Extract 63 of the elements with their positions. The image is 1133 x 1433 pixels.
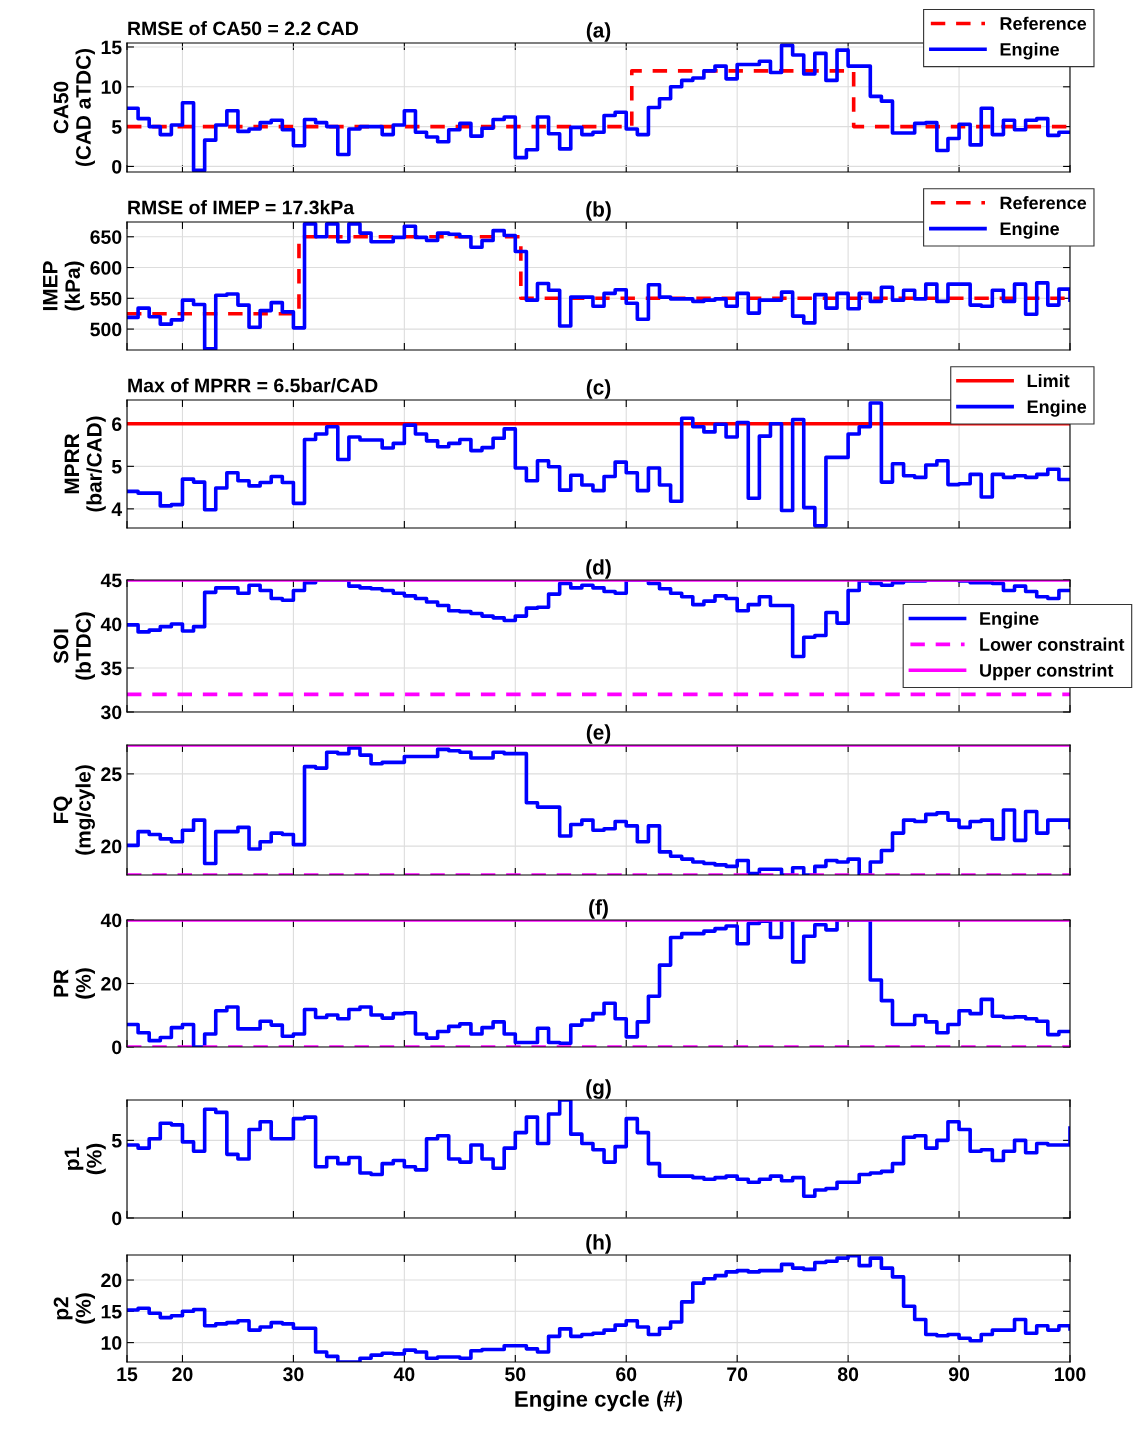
chart-title: (f) — [589, 899, 608, 919]
y-tick-label: 40 — [100, 913, 122, 928]
y-tick-label: 30 — [100, 705, 122, 720]
y-axis-title: CA50 (CAD aTDC) — [53, 48, 95, 167]
text: RMSE of CA50 = 2.2 CAD — [128, 21, 358, 36]
y-axis-title: SOI (bTDC) — [53, 612, 95, 680]
y-tick-label: 10 — [101, 1336, 122, 1350]
y-tick-label: 500 — [90, 322, 122, 337]
y-tick-label: 40 — [100, 617, 122, 632]
y-tick-label: 10 — [101, 80, 122, 95]
y-tick-label: 5 — [111, 120, 122, 134]
y-axis-title: MPRR (bar/CAD) — [64, 416, 106, 512]
chart-title: (b) — [586, 201, 611, 221]
text: RMSE of IMEP = 17.3kPa — [128, 200, 355, 215]
y-axis-title: p2 (%) — [53, 1293, 95, 1324]
y-tick-label: 5 — [111, 460, 122, 474]
x-tick-label: 80 — [837, 1367, 859, 1382]
y-tick-label: 25 — [101, 767, 122, 782]
y-tick-label: 15 — [101, 1304, 122, 1319]
y-axis-title: PR (%) — [53, 968, 95, 999]
x-tick-label: 100 — [1055, 1367, 1086, 1382]
y-tick-label: 6 — [112, 417, 122, 432]
y-tick-label: 600 — [90, 261, 122, 275]
x-tick-label: 70 — [727, 1367, 748, 1382]
legend-label: Lower constraint — [980, 637, 1125, 651]
legend-label: Engine — [980, 611, 1039, 629]
x-tick-label: 20 — [172, 1367, 193, 1382]
y-tick-label: 650 — [90, 230, 122, 245]
legend-label: Limit — [1027, 374, 1070, 388]
text: Max of MPRR = 6.5bar/CAD — [128, 378, 378, 393]
y-axis-title: FQ (mg/cyle) — [53, 765, 95, 855]
x-tick-label: 40 — [393, 1367, 415, 1382]
x-tick-label: 30 — [283, 1367, 304, 1382]
x-tick-label: 90 — [948, 1367, 970, 1382]
y-axis-title: IMEP (kPa) — [43, 261, 85, 311]
y-tick-label: 20 — [101, 1273, 122, 1288]
y-tick-label: 20 — [101, 976, 122, 991]
x-tick-label: 60 — [616, 1367, 637, 1382]
chart-title: (d) — [586, 559, 611, 579]
y-tick-label: 0 — [112, 159, 122, 174]
legend-label: Reference — [1000, 196, 1087, 210]
legend-label: Engine — [1000, 42, 1060, 60]
x-tick-label: 50 — [505, 1367, 526, 1382]
legend-label: Upper constrint — [980, 663, 1114, 681]
y-tick-label: 35 — [100, 661, 122, 676]
y-tick-label: 4 — [111, 502, 123, 516]
legend-label: Engine — [1000, 221, 1060, 239]
legend-label: Engine — [1027, 399, 1087, 417]
y-tick-label: 5 — [111, 1134, 122, 1148]
chart-title: (g) — [586, 1079, 611, 1099]
y-axis-title: p1 (%) — [64, 1143, 106, 1175]
chart-title: (c) — [586, 379, 611, 399]
y-tick-label: 45 — [100, 573, 122, 588]
y-tick-label: 550 — [90, 291, 122, 306]
chart-title: (h) — [586, 1234, 611, 1254]
chart-title: (e) — [586, 724, 611, 744]
y-tick-label: 20 — [101, 839, 122, 854]
x-axis-title: Engine cycle (#) — [515, 1390, 682, 1412]
y-tick-label: 15 — [101, 40, 122, 55]
y-tick-label: 0 — [112, 1040, 122, 1055]
legend-label: Reference — [1000, 16, 1087, 30]
y-tick-label: 0 — [112, 1211, 122, 1226]
chart-title: (a) — [586, 22, 611, 42]
